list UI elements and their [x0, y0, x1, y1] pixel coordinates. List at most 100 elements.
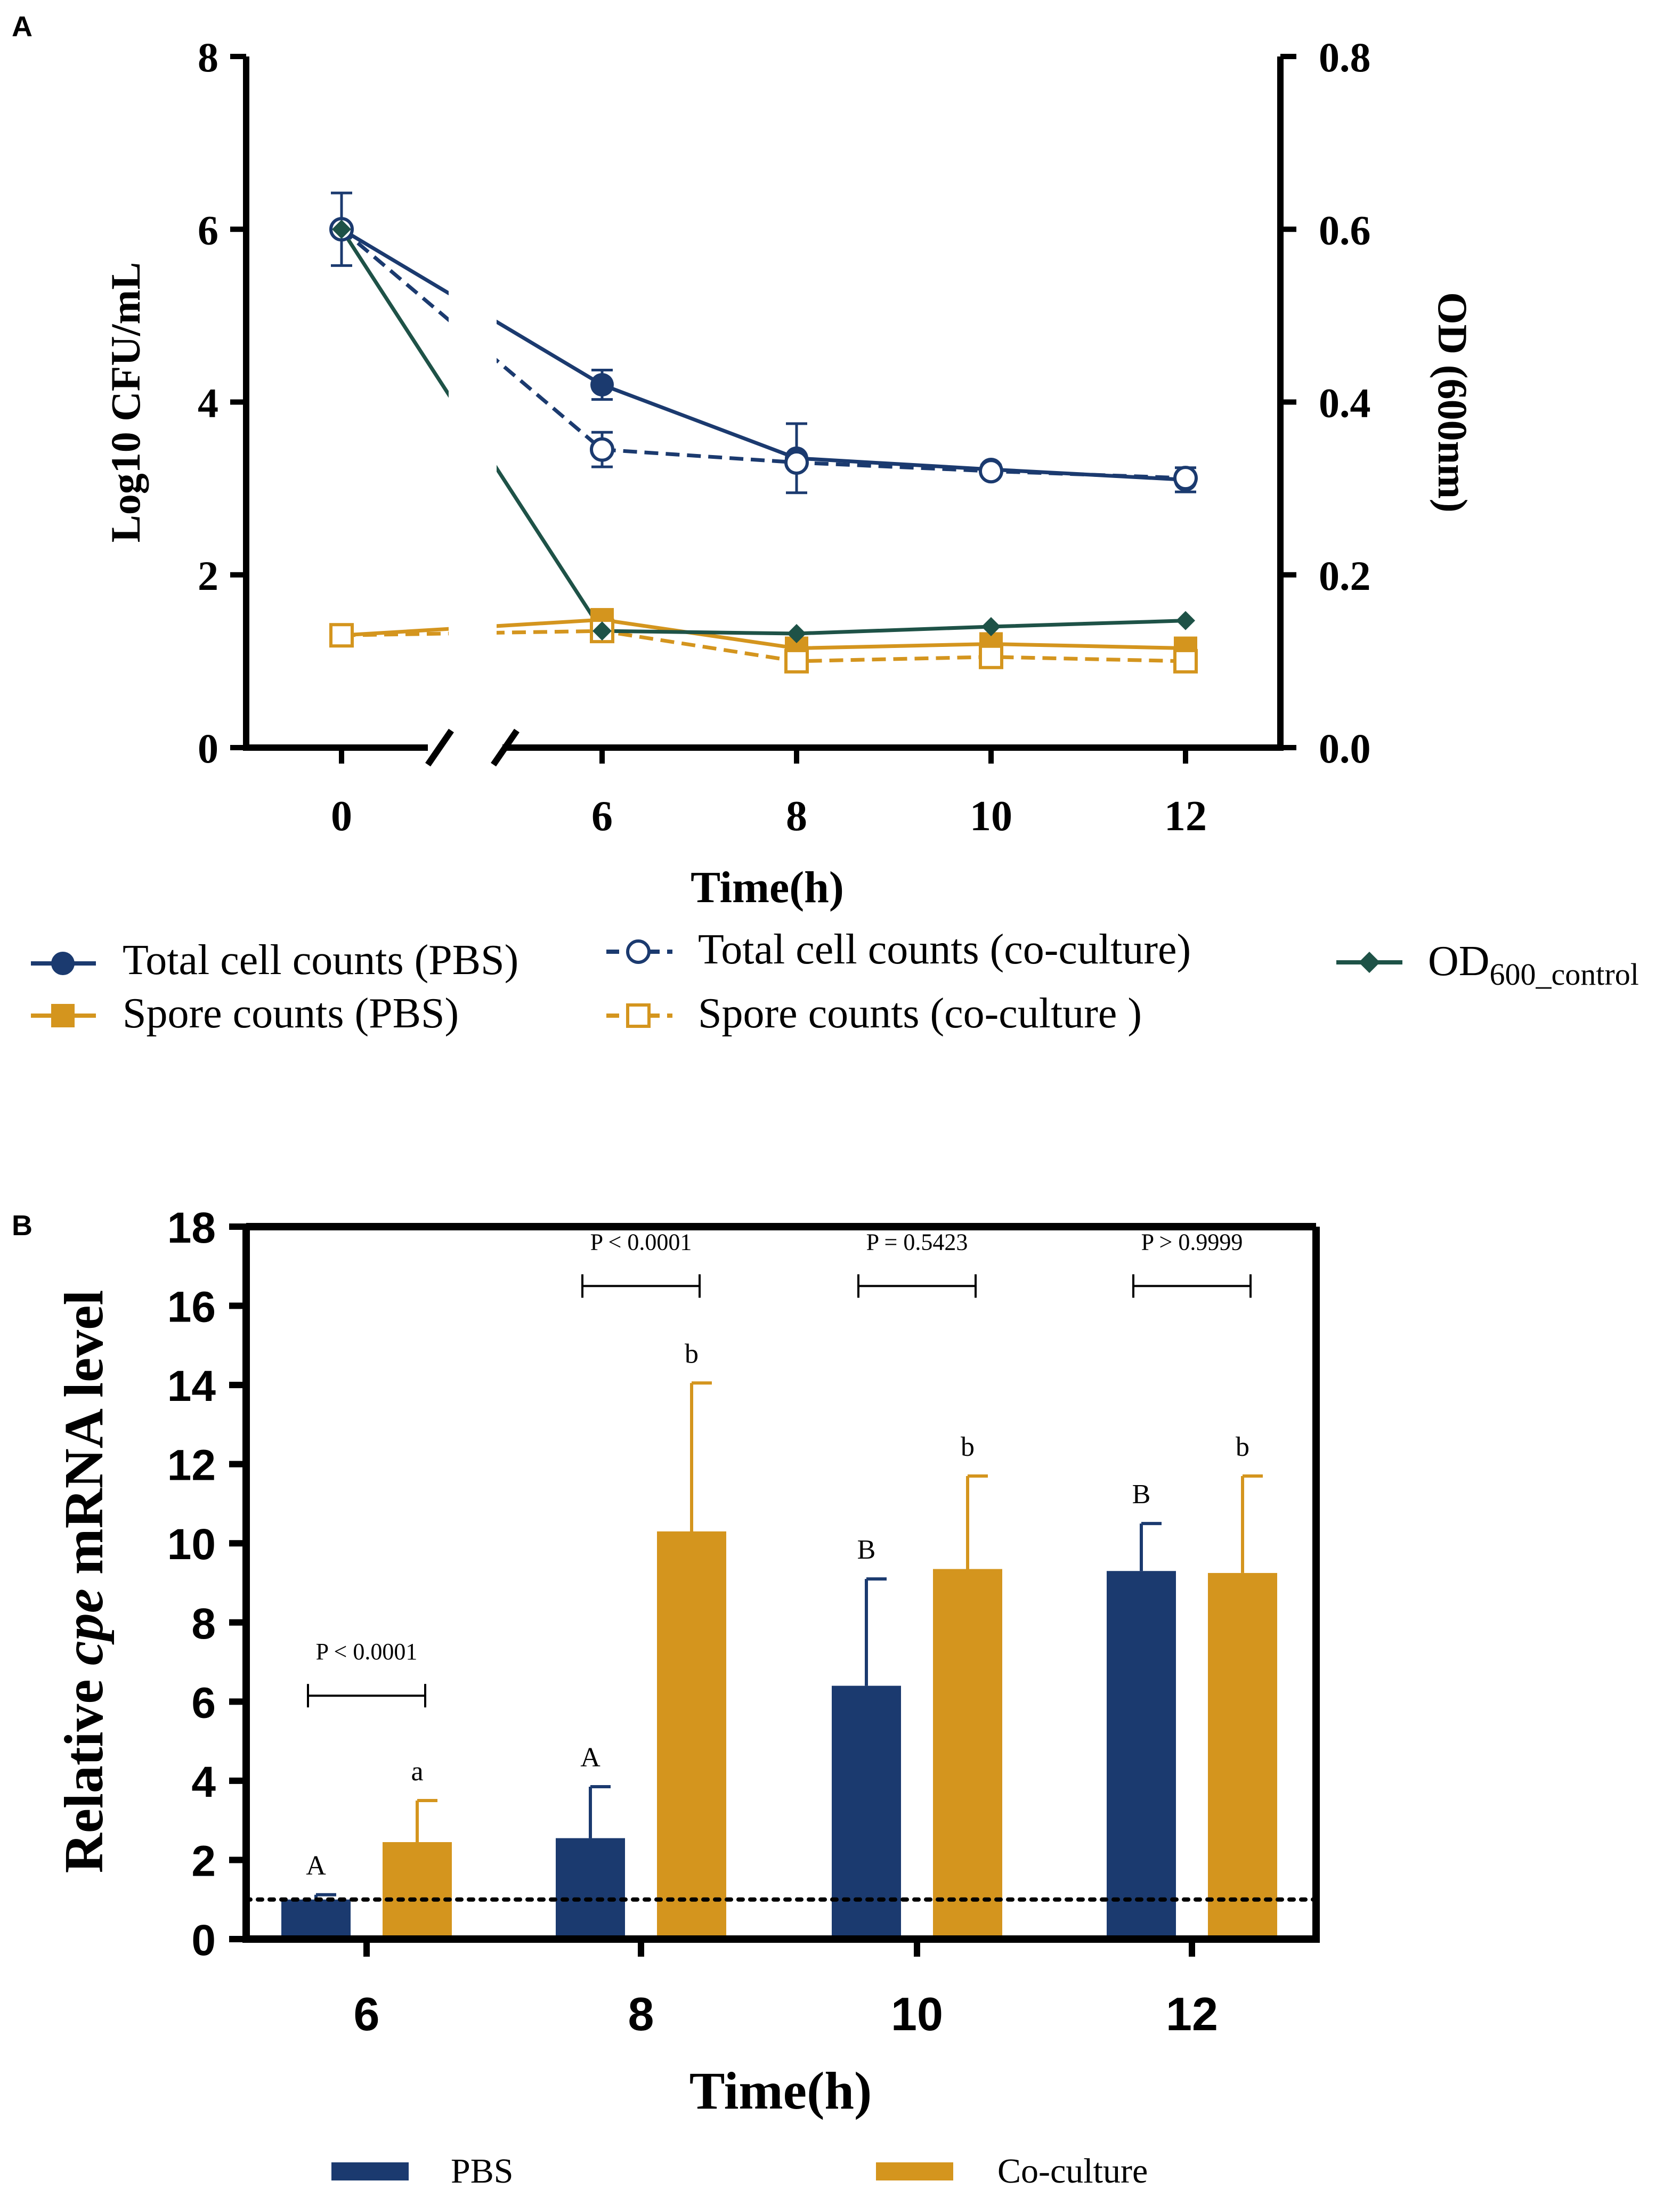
p-value-label: P > 0.9999: [1141, 1229, 1243, 1255]
data-point-circle: [590, 373, 614, 397]
y-tick-label: 4: [198, 380, 218, 426]
p-value-label: P = 0.5423: [866, 1229, 968, 1255]
x-tick-label: 10: [891, 1988, 943, 2040]
data-point-open-square: [329, 623, 354, 648]
y-tick-label: 18: [167, 1204, 216, 1252]
panel-b-label: B: [12, 1210, 33, 1242]
axis-break-mark-right: [491, 728, 520, 767]
ylabel-part-1: Relative: [53, 1665, 115, 1873]
panel-a-y-axis-title: Log10 CFU/mL: [102, 262, 149, 543]
y-tick-label: 12: [167, 1441, 216, 1490]
bar-pbs-6h: [281, 1899, 351, 1939]
panel-a-markers: [329, 217, 1198, 674]
panel-b-p-value-brackets: P < 0.0001 P < 0.0001 P = 0.5423 P > 0.9999: [307, 1229, 1252, 1708]
y2-tick-label: 0.4: [1319, 380, 1371, 426]
panel-a-ticks: 0 2 4 6 8 0.0 0.2 0.4 0.6 0.8 0 6 8 10 12: [198, 34, 1371, 840]
y2-tick-label: 0.6: [1319, 207, 1371, 253]
x-tick-label: 6: [354, 1988, 380, 2040]
bar-co-culture-12h: [1208, 1572, 1277, 1939]
data-point-diamond: [593, 621, 612, 641]
data-point-diamond: [981, 617, 1001, 637]
legend-label-pbs: PBS: [451, 2152, 513, 2189]
panel-a: A 0 2 4 6 8 0.0 0.2 0.4 0.6 0.8 0 6 8 10 12 Log10 CFU/…: [12, 11, 1639, 1037]
open-circle-marker: [626, 939, 651, 964]
legend-item-total-pbs: Total cell counts (PBS): [31, 937, 518, 984]
y-tick-label: 0: [191, 1916, 216, 1965]
data-point-open-circle: [590, 437, 614, 462]
panel-a-x-axis-title: Time(h): [691, 863, 844, 912]
y2-tick-label: 0.2: [1319, 553, 1371, 599]
significance-letter: a: [411, 1756, 423, 1787]
data-point-open-square: [784, 648, 809, 674]
panel-b-bars: [281, 1531, 1277, 1939]
od-label-subscript: 600_control: [1490, 957, 1639, 992]
legend-label: Spore counts (co-culture ): [698, 990, 1142, 1037]
significance-letter: b: [961, 1432, 975, 1462]
significance-letter: A: [580, 1742, 600, 1773]
y2-tick-label: 0.8: [1319, 34, 1371, 80]
y-tick-label: 8: [191, 1600, 216, 1648]
significance-letter: B: [1132, 1479, 1151, 1510]
panel-b-y-axis-title: Relative cpe mRNA level: [53, 1290, 115, 1874]
legend-label: Total cell counts (co-culture): [698, 926, 1191, 973]
p-value-label: P < 0.0001: [590, 1229, 692, 1255]
axis-break-gap: [449, 256, 497, 767]
legend-item-od: OD600_control: [1336, 938, 1639, 992]
y-tick-label: 2: [198, 553, 218, 599]
x-tick-label: 10: [970, 793, 1012, 840]
panel-b-x-axis-title: Time(h): [689, 2061, 872, 2120]
data-point-open-circle: [784, 450, 809, 475]
legend-item-total-coculture: Total cell counts (co-culture): [606, 926, 1191, 973]
panel-b: B A A B Ba b b b P < 0.0001 P < 0.0001 P = 0.542…: [12, 1204, 1320, 2189]
bar-pbs-8h: [556, 1838, 625, 1939]
filled-diamond-marker: [1359, 952, 1380, 973]
panel-a-legend: Total cell counts (PBS) Spore counts (PB…: [31, 926, 1639, 1037]
data-point-open-circle: [979, 459, 1003, 484]
y2-tick-label: 0.0: [1319, 725, 1371, 772]
data-point-open-circle: [1173, 466, 1198, 491]
legend-label: OD600_control: [1428, 938, 1639, 992]
legend-swatch-coculture: [876, 2162, 953, 2180]
significance-letter: B: [857, 1535, 876, 1565]
data-point-diamond: [787, 623, 806, 643]
y-tick-label: 6: [191, 1679, 216, 1727]
data-point-diamond: [332, 220, 351, 239]
bar-co-culture-6h: [383, 1842, 452, 1939]
significance-letter: b: [685, 1339, 699, 1369]
data-point-diamond: [1176, 611, 1195, 630]
x-tick-label: 6: [591, 793, 613, 840]
bar-co-culture-10h: [933, 1569, 1002, 1939]
od-label-main: OD: [1428, 938, 1490, 985]
axis-break-mark-left: [425, 728, 454, 767]
ylabel-gene-italic: cpe: [53, 1588, 115, 1665]
panel-b-error-bars: [314, 1381, 1263, 1900]
open-square-marker: [626, 1003, 651, 1028]
panel-b-legend: PBS Co-culture: [331, 2152, 1148, 2189]
legend-swatch-pbs: [331, 2162, 409, 2180]
panel-a-label: A: [12, 11, 33, 43]
data-point-open-square: [979, 644, 1003, 669]
y-tick-label: 10: [167, 1520, 216, 1569]
x-tick-label: 8: [786, 793, 807, 840]
data-point-open-square: [1173, 648, 1198, 674]
x-tick-label: 0: [331, 793, 352, 840]
y-tick-label: 6: [198, 207, 218, 253]
panel-b-ticks: 0 2 4 6 8 10 12 14 16 18 6 8 10 12: [167, 1204, 1218, 2040]
significance-letter: A: [306, 1851, 326, 1881]
bar-pbs-10h: [832, 1685, 901, 1939]
panel-a-y2-axis-title: OD (600nm): [1430, 292, 1476, 513]
y-tick-label: 16: [167, 1283, 216, 1332]
legend-item-spore-pbs: Spore counts (PBS): [31, 990, 459, 1037]
y-tick-label: 14: [167, 1362, 216, 1410]
legend-label: Total cell counts (PBS): [123, 937, 518, 984]
x-tick-label: 8: [628, 1988, 654, 2040]
panel-b-significance-letters: A A B Ba b b b: [306, 1339, 1249, 1880]
p-value-label: P < 0.0001: [316, 1639, 418, 1665]
y-tick-label: 4: [191, 1758, 216, 1806]
ylabel-part-3: mRNA level: [53, 1290, 115, 1588]
filled-square-marker: [51, 1004, 75, 1027]
y-tick-label: 0: [198, 725, 218, 772]
legend-label: Spore counts (PBS): [123, 990, 459, 1037]
bar-co-culture-8h: [657, 1531, 726, 1939]
filled-circle-marker: [51, 952, 75, 975]
